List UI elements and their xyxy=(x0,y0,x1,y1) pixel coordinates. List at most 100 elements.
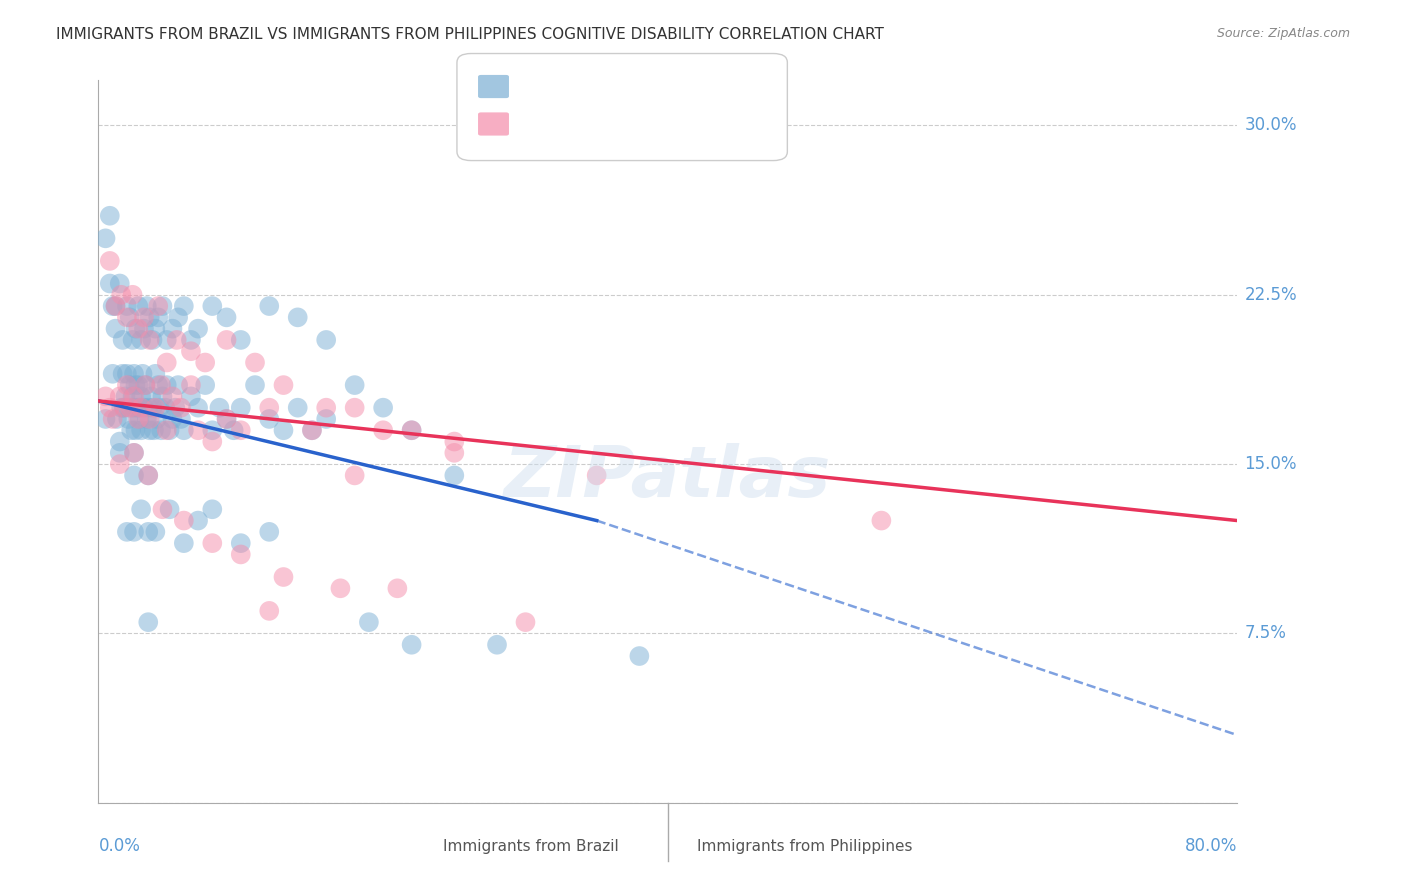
Text: 0.0%: 0.0% xyxy=(98,837,141,855)
Point xyxy=(187,514,209,528)
Point xyxy=(98,401,121,415)
Point xyxy=(122,389,145,403)
Point xyxy=(301,423,323,437)
Point xyxy=(187,321,209,335)
Point xyxy=(167,310,190,325)
Point xyxy=(173,299,195,313)
Point xyxy=(111,333,134,347)
Point xyxy=(110,287,132,301)
Point xyxy=(343,378,366,392)
Point xyxy=(114,389,136,403)
FancyBboxPatch shape xyxy=(418,831,457,861)
Point xyxy=(128,401,150,415)
Point xyxy=(135,412,157,426)
Point xyxy=(628,648,651,663)
Point xyxy=(273,378,295,392)
Point xyxy=(118,378,141,392)
Point xyxy=(145,524,167,539)
Point xyxy=(187,401,209,415)
Point xyxy=(98,209,121,223)
Point xyxy=(357,615,380,630)
Point xyxy=(118,401,141,415)
Point xyxy=(259,524,281,539)
Point xyxy=(243,378,266,392)
Point xyxy=(132,310,155,325)
Point xyxy=(259,299,281,313)
Text: Immigrants from Brazil: Immigrants from Brazil xyxy=(443,838,619,854)
Point xyxy=(149,401,172,415)
Text: IMMIGRANTS FROM BRAZIL VS IMMIGRANTS FROM PHILIPPINES COGNITIVE DISABILITY CORRE: IMMIGRANTS FROM BRAZIL VS IMMIGRANTS FRO… xyxy=(56,27,884,42)
Point xyxy=(146,412,169,426)
Point xyxy=(201,423,224,437)
Point xyxy=(110,401,132,415)
Point xyxy=(215,310,238,325)
Point xyxy=(208,401,231,415)
Point xyxy=(129,401,152,415)
Point xyxy=(94,412,117,426)
Point xyxy=(136,468,159,483)
Point xyxy=(104,299,127,313)
Point xyxy=(443,446,465,460)
Point xyxy=(315,333,337,347)
Point xyxy=(124,423,146,437)
Point xyxy=(136,524,159,539)
Point xyxy=(156,333,179,347)
Point xyxy=(145,401,167,415)
Point xyxy=(159,423,181,437)
Point xyxy=(162,389,184,403)
Point xyxy=(201,299,224,313)
Point xyxy=(115,299,138,313)
Point xyxy=(127,321,149,335)
Point xyxy=(315,412,337,426)
Point xyxy=(215,333,238,347)
Point xyxy=(150,378,173,392)
Point xyxy=(122,367,145,381)
Point xyxy=(155,401,177,415)
Point xyxy=(122,446,145,460)
Point xyxy=(120,423,142,437)
Point xyxy=(127,378,149,392)
Point xyxy=(112,401,135,415)
Point xyxy=(138,333,160,347)
Point xyxy=(243,355,266,369)
Point xyxy=(101,412,124,426)
Point xyxy=(138,412,160,426)
Point xyxy=(156,423,179,437)
Point xyxy=(145,321,167,335)
Point xyxy=(129,333,152,347)
Point xyxy=(124,378,146,392)
Point xyxy=(101,367,124,381)
Point xyxy=(486,638,509,652)
Point xyxy=(273,423,295,437)
Point xyxy=(152,502,174,516)
Text: R = -0.338   N = 61: R = -0.338 N = 61 xyxy=(488,116,661,130)
Point xyxy=(170,401,193,415)
Point xyxy=(136,468,159,483)
Point xyxy=(121,333,143,347)
Point xyxy=(259,412,281,426)
Point xyxy=(122,446,145,460)
Point xyxy=(105,412,128,426)
Point xyxy=(129,502,152,516)
Text: Source: ZipAtlas.com: Source: ZipAtlas.com xyxy=(1216,27,1350,40)
Point xyxy=(145,367,167,381)
Point xyxy=(141,333,163,347)
Text: 22.5%: 22.5% xyxy=(1244,285,1296,304)
Point xyxy=(165,401,187,415)
Point xyxy=(104,299,127,313)
Point xyxy=(170,412,193,426)
Point xyxy=(141,401,163,415)
Point xyxy=(159,502,181,516)
Point xyxy=(201,536,224,550)
Point xyxy=(129,389,152,403)
Point xyxy=(115,367,138,381)
Point xyxy=(187,423,209,437)
Point xyxy=(222,423,245,437)
Point xyxy=(108,434,131,449)
Point xyxy=(287,310,309,325)
Point xyxy=(215,412,238,426)
Point xyxy=(108,446,131,460)
Point xyxy=(180,378,202,392)
Point xyxy=(194,355,217,369)
Point xyxy=(122,524,145,539)
